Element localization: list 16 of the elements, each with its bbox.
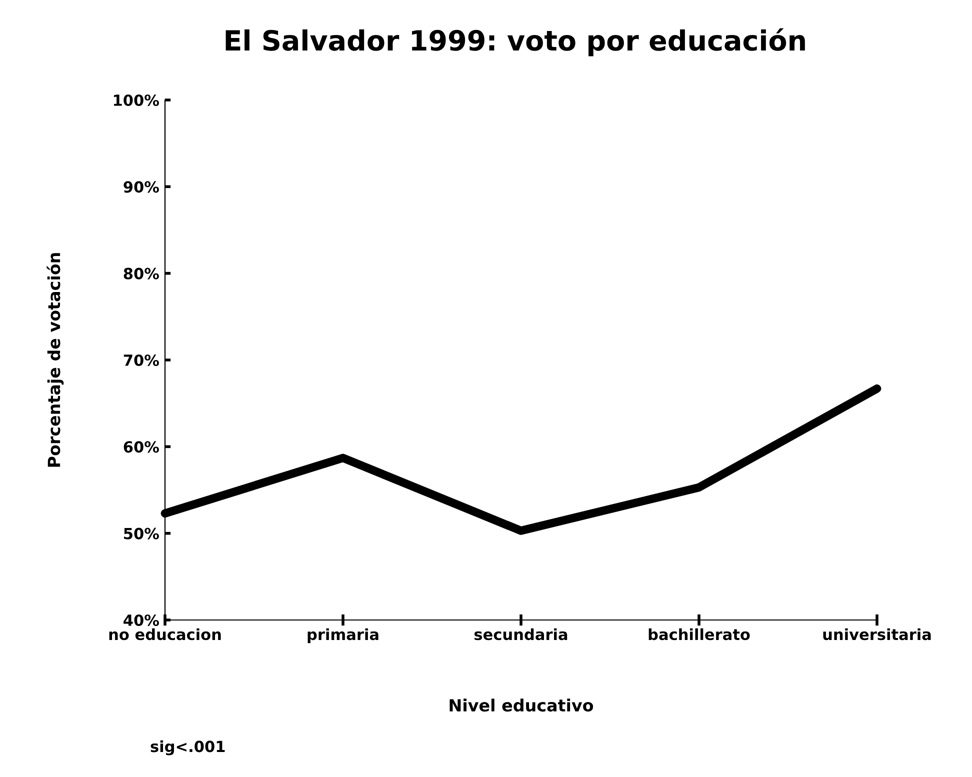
y-tick-label: 40%	[124, 614, 159, 626]
x-tick-label: universitaria	[823, 628, 931, 640]
chart-title: El Salvador 1999: voto por educación	[226, 28, 805, 56]
y-tick-label: 80%	[124, 268, 159, 280]
text: sig<.001	[150, 740, 225, 756]
y-axis-title: Porcentaje de votación	[46, 253, 64, 467]
y-tick-label: 50%	[124, 528, 159, 540]
x-axis-title: Nivel educativo	[450, 698, 594, 712]
y-tick-label: 100%	[114, 94, 159, 106]
y-tick-label: 90%	[124, 181, 159, 193]
y-tick-label: 70%	[124, 354, 159, 366]
x-tick-label: bachillerato	[648, 628, 750, 640]
x-tick-label: secundaria	[474, 628, 568, 640]
x-tick-label: no educacion	[109, 628, 221, 640]
x-tick-label: primaria	[308, 628, 378, 644]
y-tick-label: 60%	[124, 441, 159, 453]
